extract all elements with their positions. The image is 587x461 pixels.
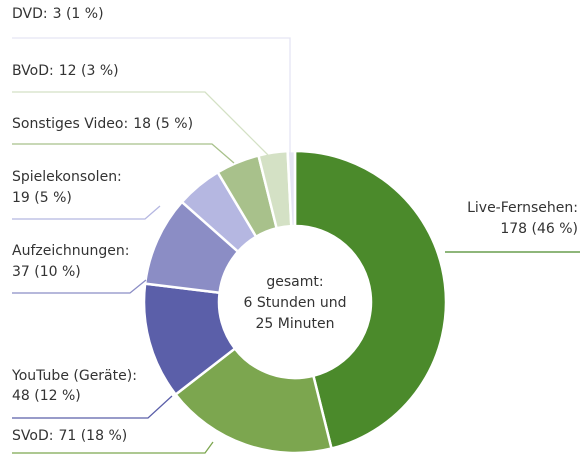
leader-line: [12, 279, 147, 294]
segment-label: Spielekonsolen: 19 (5 %): [12, 169, 122, 206]
center-label: 6 Stunden und: [244, 295, 347, 311]
leader-line: [12, 91, 269, 156]
segment-name: YouTube (Geräte):: [11, 368, 137, 384]
segment-value: 37 (10 %): [12, 264, 81, 280]
leader-line: [12, 395, 173, 419]
segment-value: 3 (1 %): [53, 6, 104, 22]
segment-value: 178 (46 %): [500, 221, 578, 237]
segment-label: DVD: 3 (1 %): [12, 6, 104, 22]
segment-label: SVoD: 71 (18 %): [12, 428, 127, 444]
segment-label: Sonstiges Video: 18 (5 %): [12, 116, 193, 132]
segment-name: Sonstiges Video:: [12, 116, 128, 132]
segment-value: 18 (5 %): [133, 116, 193, 132]
segment-name: Live-Fernsehen:: [467, 200, 578, 216]
segment-value: 71 (18 %): [58, 428, 127, 444]
segment-value: 12 (3 %): [59, 63, 119, 79]
leader-line: [12, 37, 291, 156]
center-label: gesamt:: [266, 274, 323, 290]
segment-name: BVoD:: [12, 63, 54, 79]
segment-name: Aufzeichnungen:: [12, 243, 130, 259]
leader-line: [12, 143, 235, 164]
donut-segment: [293, 149, 448, 451]
segment-label: Aufzeichnungen: 37 (10 %): [12, 243, 130, 280]
segment-name: DVD:: [12, 6, 48, 22]
leader-line: [12, 441, 214, 454]
leader-line: [12, 205, 161, 220]
segment-name: Spielekonsolen:: [12, 169, 122, 185]
center-label: 25 Minuten: [256, 316, 335, 332]
segment-value: 48 (12 %): [12, 388, 81, 404]
segment-value: 19 (5 %): [12, 190, 72, 206]
segment-label: YouTube (Geräte): 48 (12 %): [11, 368, 137, 404]
segment-name: SVoD:: [12, 428, 53, 444]
segment-label: Live-Fernsehen: 178 (46 %): [467, 200, 578, 237]
donut-segment: [173, 346, 334, 455]
segment-label: BVoD: 12 (3 %): [12, 63, 119, 79]
